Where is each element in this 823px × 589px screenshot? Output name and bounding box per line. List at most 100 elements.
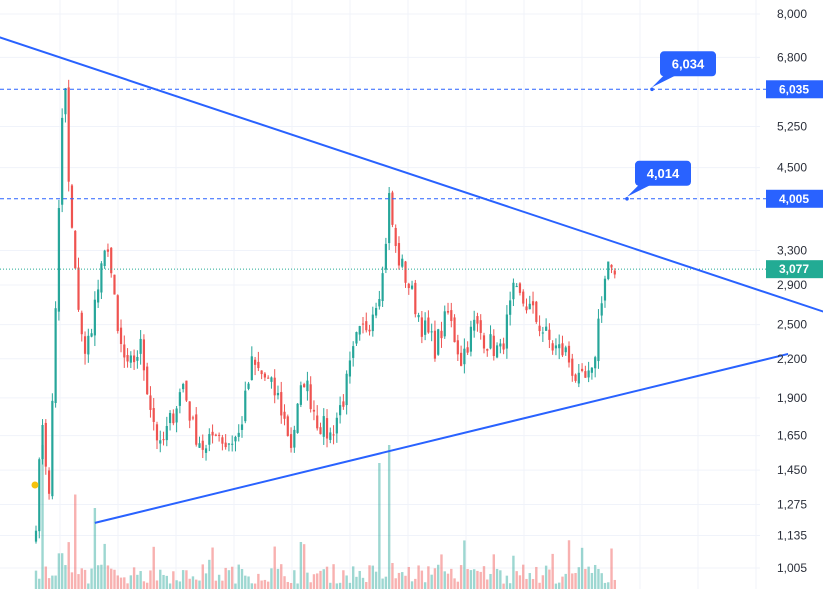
candle-body [486, 349, 489, 351]
volume-bar [103, 543, 106, 589]
volume-bar [522, 564, 525, 589]
volume-bar [427, 566, 430, 589]
candle-body [427, 317, 430, 333]
candle-body [227, 443, 231, 445]
candle-body [322, 416, 325, 437]
volume-bar [430, 574, 433, 589]
trendlines[interactable] [0, 28, 823, 524]
volume-bar [286, 581, 289, 589]
volume-bar [276, 568, 280, 589]
volume-bar [335, 583, 339, 589]
volume-bar [70, 572, 74, 589]
candle-body [188, 401, 191, 421]
volume-bar [443, 571, 446, 589]
y-tick-label: 2,900 [777, 278, 807, 292]
volume-bar [132, 567, 136, 589]
volume-bar [492, 554, 495, 589]
candle-body [119, 327, 123, 344]
event-marker[interactable] [31, 481, 39, 489]
candle-body [74, 230, 77, 269]
volume-bar [404, 575, 407, 589]
volume-bar [113, 569, 116, 589]
price-callouts: 6,034 4,014 [625, 51, 716, 201]
volume-bar [168, 583, 172, 589]
volume-bar [299, 541, 303, 589]
candle-body [531, 301, 535, 306]
volume-bar [119, 577, 123, 589]
volume-bar [227, 570, 231, 589]
volume-bar [502, 583, 505, 589]
candle-body [224, 442, 227, 448]
volume-bar [584, 568, 587, 589]
candle-body [460, 352, 463, 366]
candle-body [404, 261, 407, 283]
candle-body [244, 390, 247, 422]
callout-pointer [627, 184, 651, 197]
candle-body [613, 270, 616, 275]
candle-body [168, 412, 172, 424]
volume-bar [365, 582, 368, 589]
candle-body [67, 87, 70, 182]
volume-bar [83, 569, 87, 589]
candle-body [584, 371, 587, 378]
volume-bar [93, 508, 97, 589]
volume-bar [348, 582, 352, 589]
volume-bar [106, 565, 110, 589]
candle-body [296, 403, 299, 433]
volume-bar [316, 573, 319, 589]
candle-body [541, 332, 544, 334]
volume-bar [90, 568, 93, 589]
volume-bar [541, 575, 545, 589]
candle-body [440, 330, 443, 339]
candle-body [172, 413, 175, 424]
volume-bar [181, 570, 185, 589]
volume-bar [512, 555, 515, 589]
candle-body [329, 432, 332, 440]
volume-bar [531, 579, 535, 589]
candle-body [263, 373, 266, 378]
volume-bar [126, 583, 129, 589]
volume-bar [381, 578, 384, 589]
candle-body [574, 374, 577, 381]
volume-bar [224, 567, 227, 589]
level-axis-badge [766, 80, 823, 99]
volume-bar [322, 569, 325, 589]
candle-body [234, 436, 237, 442]
candle-body [590, 367, 593, 373]
volume-bar [486, 579, 489, 589]
volume-bar [266, 581, 270, 589]
volume-bar [325, 566, 329, 589]
volume-bar [263, 579, 267, 589]
candle-body [123, 344, 126, 358]
candle-body [237, 432, 240, 437]
candle-body [47, 470, 51, 494]
volume-bar [208, 559, 211, 589]
volume-bar [518, 575, 522, 589]
volume-bar [603, 582, 607, 589]
volume-bar [508, 583, 512, 589]
volume-bar [548, 569, 551, 589]
volume-bar [87, 583, 90, 589]
y-tick-label: 1,450 [777, 463, 807, 477]
volume-bar [185, 570, 188, 589]
volume-bar [309, 582, 312, 589]
trendline[interactable] [94, 352, 789, 524]
volume-bar [195, 579, 198, 589]
candle-body [420, 317, 423, 337]
candle-body [182, 384, 185, 390]
trendline[interactable] [0, 28, 823, 317]
last-price-badge [766, 260, 823, 279]
candle-body [267, 377, 270, 379]
volume-bar [74, 494, 77, 589]
candle-body [371, 314, 374, 332]
volume-bar [149, 570, 152, 589]
candle-body [515, 286, 518, 288]
candle-body [394, 227, 397, 247]
volume-bar [580, 547, 584, 589]
candle-body [159, 440, 162, 444]
candle-body [417, 314, 420, 318]
candle-body [44, 422, 47, 467]
candle-body [273, 377, 276, 396]
volume-bar [142, 581, 146, 589]
